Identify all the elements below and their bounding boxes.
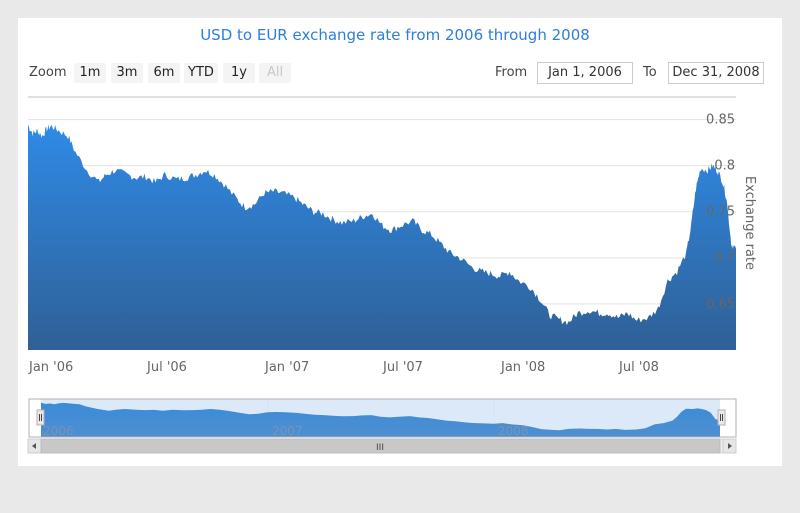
exchange-rate-area <box>28 124 736 350</box>
x-tick-label: Jan '08 <box>500 360 545 375</box>
zoom-1m-button[interactable]: 1m <box>74 63 106 83</box>
arrow-right-icon <box>728 443 732 449</box>
x-tick-label: Jan '06 <box>28 360 73 375</box>
x-tick-label: Jan '07 <box>264 360 309 375</box>
y-tick-label: 0.85 <box>706 113 735 128</box>
chart-title: USD to EUR exchange rate from 2006 throu… <box>200 26 590 44</box>
zoom-all-button[interactable]: All <box>259 63 291 83</box>
zoom-label: Zoom <box>29 65 67 80</box>
y-tick-label: 0.75 <box>706 205 735 220</box>
y-tick-label: 0.65 <box>706 297 735 312</box>
y-tick-label: 0.7 <box>714 251 735 266</box>
from-label: From <box>495 65 528 80</box>
x-tick-label: Jul '06 <box>146 360 187 375</box>
navigator-label-2007: 2007 <box>272 424 303 438</box>
y-tick-label: 0.8 <box>714 159 735 174</box>
navigator-left-handle[interactable] <box>36 409 45 426</box>
navigator-frame <box>28 398 737 438</box>
navigator-label-2006: 2006 <box>43 424 74 438</box>
y-axis-title: Exchange rate <box>742 176 757 270</box>
navigator-label-2008: 2008 <box>498 424 529 438</box>
zoom-6m-button[interactable]: 6m <box>148 63 180 83</box>
x-tick-label: Jul '08 <box>618 360 659 375</box>
from-date-input[interactable]: Jan 1, 2006 <box>537 62 633 84</box>
zoom-ytd-button[interactable]: YTD <box>184 63 218 83</box>
to-date-input[interactable]: Dec 31, 2008 <box>668 62 764 84</box>
zoom-1y-button[interactable]: 1y <box>223 63 255 83</box>
scrollbar-grip-icon: III <box>376 443 384 453</box>
to-label: To <box>643 65 657 80</box>
x-axis-ticks: Jan '06 Jul '06 Jan '07 Jul '07 Jan '08 Jul '… <box>28 360 659 375</box>
navigator-series <box>41 402 720 437</box>
navigator-right-handle[interactable] <box>717 409 726 426</box>
arrow-left-icon <box>32 443 36 449</box>
x-tick-label: Jul '07 <box>382 360 423 375</box>
y-axis-ticks: 0.85 0.8 0.75 0.7 0.65 <box>706 113 735 312</box>
zoom-3m-button[interactable]: 3m <box>111 63 143 83</box>
scrollbar-thumb[interactable] <box>40 438 721 454</box>
